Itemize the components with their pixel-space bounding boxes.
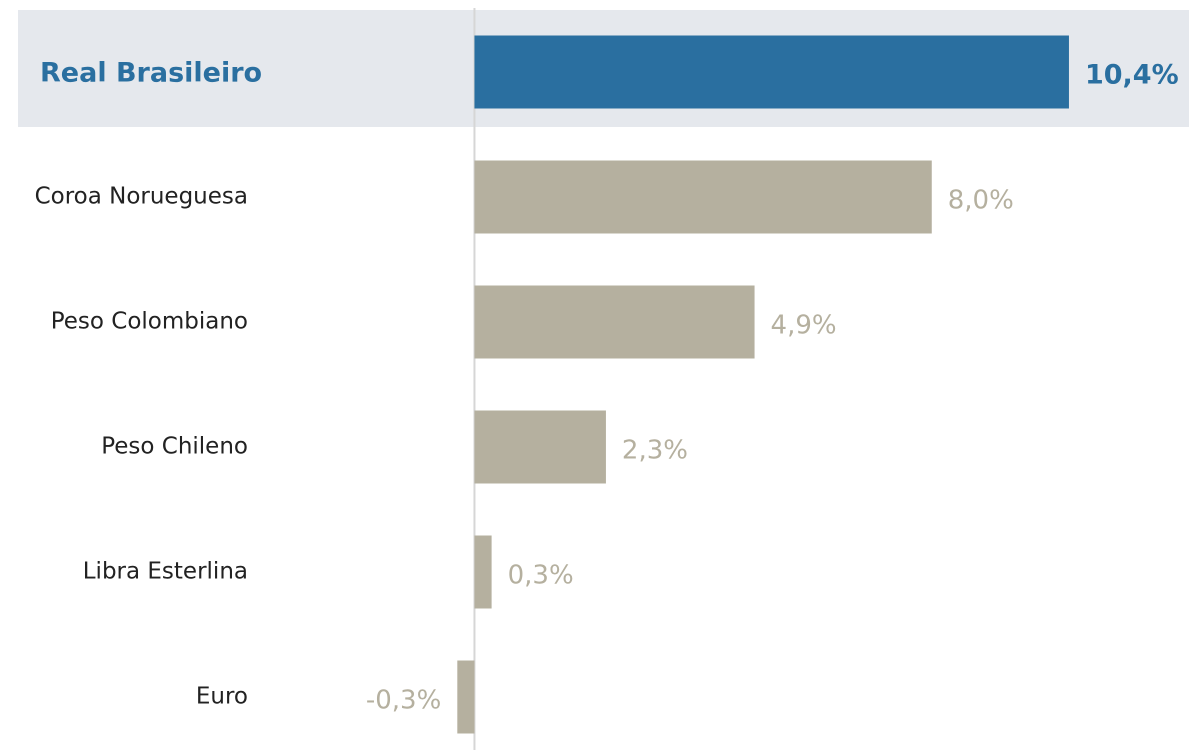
value-label: 8,0% (948, 186, 1014, 216)
bar (474, 35, 1069, 109)
category-label: Peso Chileno (101, 434, 248, 460)
bar (474, 410, 606, 484)
bar (474, 535, 492, 609)
category-label: Peso Colombiano (51, 309, 248, 335)
value-label: 4,9% (771, 311, 837, 341)
value-label: -0,3% (366, 686, 441, 716)
category-label: Coroa Norueguesa (35, 184, 248, 210)
category-label: Real Brasileiro (40, 58, 262, 89)
category-label: Euro (196, 684, 248, 710)
value-label: 0,3% (508, 561, 574, 591)
value-label: 10,4% (1085, 60, 1179, 91)
bar (474, 160, 932, 234)
category-label: Libra Esterlina (83, 559, 248, 585)
bar (457, 660, 475, 734)
value-label: 2,3% (622, 436, 688, 466)
bar (474, 285, 755, 359)
